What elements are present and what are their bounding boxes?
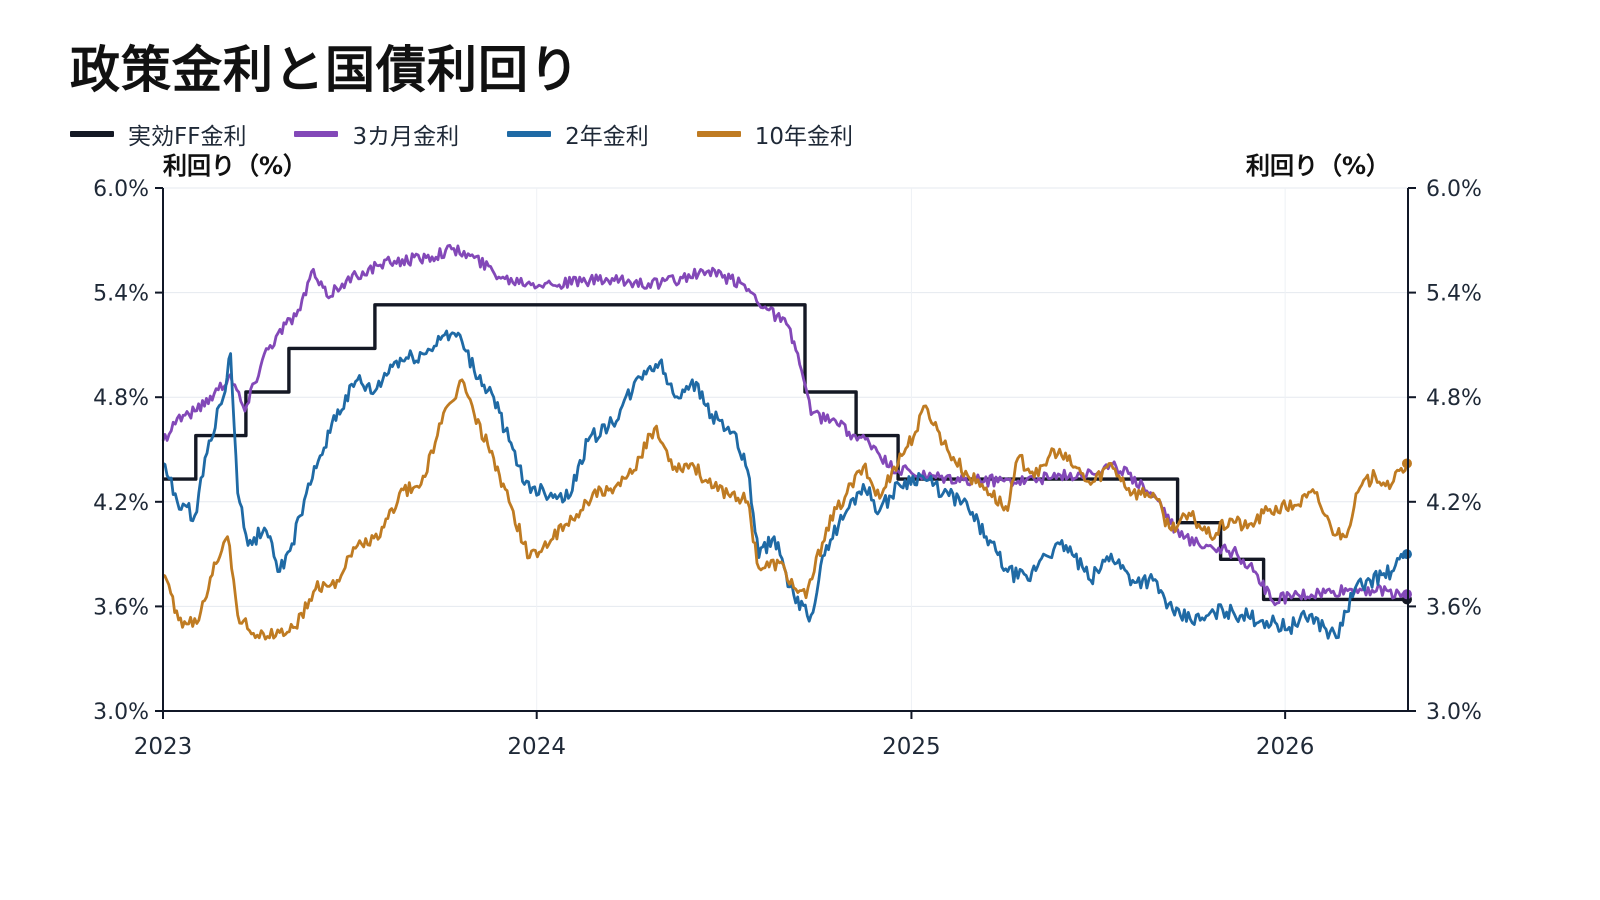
legend-swatch-ffr [70,131,114,137]
y-tick-label-right: 4.8% [1426,386,1482,411]
series-end-marker-3 [1401,458,1412,469]
legend-swatch-2y [507,131,552,137]
x-tick-label: 2025 [882,734,941,760]
legend-swatch-10y [696,131,741,137]
legend-item-3m: 3カ月金利 [294,117,459,151]
y-tick-label-right: 5.4% [1426,282,1482,307]
y-axis-title-left: 利回り（%） [163,152,308,180]
series-line-3 [162,378,1409,641]
legend-item-2y: 2年金利 [507,117,649,151]
series-end-marker-1 [1401,589,1412,600]
legend-swatch-3m [294,131,339,137]
y-tick-label-right: 4.2% [1426,491,1482,516]
legend-item-10y: 10年金利 [696,117,854,151]
legend-label-ffr: 実効FF金利 [128,124,247,150]
legend-label-10y: 10年金利 [754,124,854,150]
series-end-marker-2 [1401,549,1412,560]
series-line-2 [162,329,1408,640]
y-tick-label-left: 4.2% [93,491,149,516]
legend-label-3m: 3カ月金利 [352,124,460,150]
legend-item-ffr: 実効FF金利 [70,117,246,151]
y-tick-label-left: 6.0% [93,177,149,202]
x-tick-label: 2023 [134,734,193,760]
y-tick-label-right: 6.0% [1426,177,1482,202]
series-line-0 [163,303,1407,602]
y-tick-label-left: 5.4% [93,282,149,307]
legend-label-2y: 2年金利 [565,124,649,150]
series-line-1 [161,243,1408,607]
x-tick-label: 2026 [1256,734,1315,760]
x-tick-label: 2024 [507,734,566,760]
y-axis-title-right: 利回り（%） [1245,152,1390,180]
y-tick-label-right: 3.0% [1426,700,1482,725]
chart-title: 政策金利と国債利回り [70,41,580,99]
legend: 実効FF金利 3カ月金利 2年金利 10年金利 [70,117,901,151]
y-tick-label-right: 3.6% [1426,595,1482,620]
y-tick-label-left: 4.8% [93,386,149,411]
y-tick-label-left: 3.6% [93,595,149,620]
y-tick-label-left: 3.0% [93,700,149,725]
